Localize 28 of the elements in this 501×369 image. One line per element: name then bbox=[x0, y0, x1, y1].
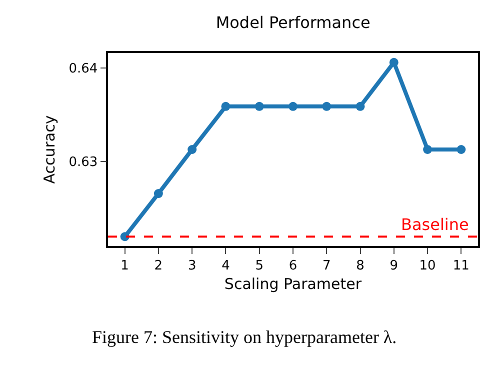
y-axis-title: Accuracy bbox=[40, 115, 58, 184]
x-tick-label: 8 bbox=[356, 258, 364, 274]
ref-line-label: Baseline bbox=[401, 215, 469, 234]
point bbox=[188, 145, 197, 154]
x-tick-label: 3 bbox=[188, 258, 196, 274]
point bbox=[154, 189, 163, 198]
x-tick-label: 9 bbox=[390, 258, 398, 274]
y-tick-label: 0.64 bbox=[68, 62, 98, 77]
x-axis-title: Scaling Parameter bbox=[224, 274, 362, 293]
point bbox=[356, 102, 365, 111]
point bbox=[254, 102, 264, 111]
x-tick-label: 4 bbox=[222, 258, 230, 274]
point bbox=[221, 102, 230, 111]
x-tick-label: 11 bbox=[452, 258, 470, 274]
chart-title: Model Performance bbox=[216, 12, 370, 32]
point bbox=[423, 145, 432, 154]
point bbox=[322, 102, 332, 111]
x-tick-label: 2 bbox=[154, 258, 163, 274]
x-tick-label: 6 bbox=[288, 258, 298, 274]
y-tick-label: 0.63 bbox=[68, 155, 98, 170]
x-tick-label: 10 bbox=[419, 258, 436, 274]
point bbox=[288, 102, 298, 111]
caption: Figure 7: Sensitivity on hyperparameter λ. bbox=[92, 327, 397, 347]
point bbox=[456, 145, 466, 154]
x-tick-label: 7 bbox=[322, 258, 331, 274]
x-tick-label: 5 bbox=[255, 258, 264, 274]
point bbox=[389, 58, 398, 67]
x-tick-label: 1 bbox=[120, 258, 129, 274]
